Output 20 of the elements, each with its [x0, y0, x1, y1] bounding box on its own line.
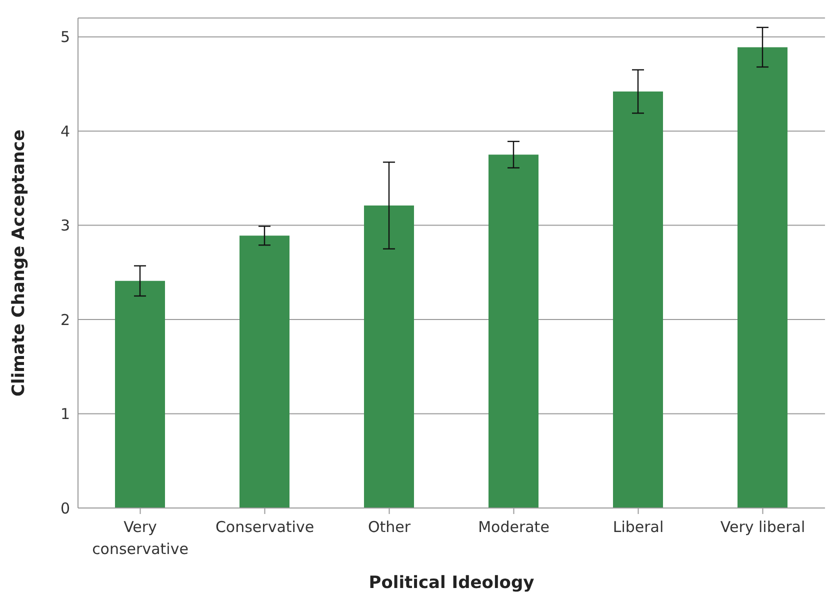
y-tick-label: 4	[60, 122, 70, 140]
bar	[240, 236, 290, 508]
bar	[115, 280, 165, 508]
y-tick-label: 3	[60, 216, 70, 235]
y-tick-label: 1	[60, 405, 70, 424]
bar	[738, 47, 788, 508]
y-tick-label: 2	[60, 310, 70, 329]
x-tick-label: Conservative	[215, 518, 314, 536]
x-axis-title: Political Ideology	[368, 573, 534, 593]
y-axis-title: Climate Change Acceptance	[9, 130, 30, 396]
x-tick-label: Liberal	[612, 518, 664, 536]
bar	[364, 206, 414, 508]
y-tick-label: 5	[60, 28, 70, 46]
x-tick-label: Very liberal	[720, 518, 806, 536]
x-tick-label: Moderate	[478, 518, 550, 536]
y-tick-label: 0	[60, 499, 70, 518]
x-tick-label: Very conservative	[92, 518, 188, 558]
bar	[613, 92, 663, 508]
x-tick-label: Other	[368, 518, 412, 536]
bar	[488, 154, 538, 508]
